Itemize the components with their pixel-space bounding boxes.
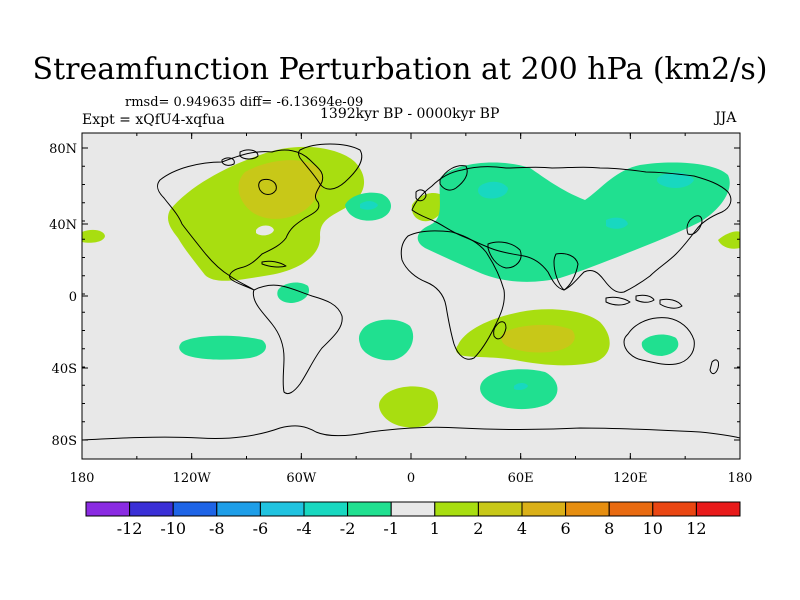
coastline-indonesia xyxy=(605,294,683,309)
colorbar-label: -10 xyxy=(160,519,186,538)
lat-tick-label: 80S xyxy=(52,434,77,449)
colorbar-swatch xyxy=(347,501,392,517)
colorbar-swatch xyxy=(521,501,567,517)
colorbar-label: 8 xyxy=(604,519,614,538)
lon-tick-label: 60W xyxy=(286,471,317,486)
colorbar-label: 6 xyxy=(561,519,571,538)
coastline-south-america xyxy=(252,284,343,395)
contour-positive-north-america-core xyxy=(238,160,323,219)
contour-negative-south-pacific xyxy=(179,335,266,360)
coastline-eurasia xyxy=(411,166,732,293)
coastline-north-america xyxy=(156,149,324,291)
contour-negative-tropical-atlantic xyxy=(277,282,310,303)
coastline-arabia xyxy=(487,241,522,269)
contour-negative-atlantic-core xyxy=(360,201,378,210)
contour-fields xyxy=(82,146,740,428)
lon-tick-label: 0 xyxy=(407,471,415,486)
coastline-antarctica xyxy=(82,425,740,441)
colorbar-swatch xyxy=(652,501,697,517)
experiment-label: Expt = xQfU4-xqfua xyxy=(82,112,225,128)
contour-negative-australia xyxy=(641,334,679,356)
colorbar-swatch xyxy=(477,501,523,517)
contour-negative-southern-ocean-core xyxy=(514,383,528,390)
colorbar-swatch xyxy=(85,501,131,517)
colorbar: -12 -10 -8 -6 -4 -2 -1 1 2 4 6 8 10 12 xyxy=(85,501,741,538)
colorbar-swatch xyxy=(303,501,349,517)
contour-negative-eurasia-core-2 xyxy=(656,172,694,188)
colorbar-swatch xyxy=(172,501,218,517)
colorbar-label: -4 xyxy=(296,519,312,538)
period-label: 1392kyr BP - 0000kyr BP xyxy=(320,106,500,122)
contour-zero-hole xyxy=(256,225,274,236)
colorbar-label: 4 xyxy=(517,519,527,538)
colorbar-swatch xyxy=(608,501,654,517)
lat-tick-label: 40N xyxy=(49,218,77,233)
coastline-australia xyxy=(623,317,695,365)
lon-tick-label: 180 xyxy=(728,471,753,486)
lat-axis: 80N 40N 0 40S 80S xyxy=(49,142,740,449)
colorbar-label: -2 xyxy=(340,519,356,538)
lon-axis: 180 120W 60W 0 60E 120E 180 xyxy=(70,133,753,486)
colorbar-label: -12 xyxy=(117,519,143,538)
colorbar-swatch xyxy=(695,501,741,517)
colorbar-swatch xyxy=(565,501,610,517)
colorbar-label: -6 xyxy=(253,519,269,538)
contour-negative-south-atlantic xyxy=(358,319,414,361)
colorbar-label: -1 xyxy=(383,519,399,538)
coastline-arctic-islands xyxy=(221,149,259,166)
colorbar-label: 2 xyxy=(473,519,483,538)
lat-tick-label: 40S xyxy=(52,362,77,377)
colorbar-label: -8 xyxy=(209,519,225,538)
lat-tick-label: 80N xyxy=(49,142,77,157)
contour-negative-eurasia-core-1 xyxy=(478,181,508,199)
chart-title: Streamfunction Perturbation at 200 hPa (… xyxy=(32,52,768,87)
coastline-new-zealand xyxy=(709,359,719,375)
lon-tick-label: 120W xyxy=(173,471,212,486)
coastline-japan xyxy=(686,215,703,235)
lon-tick-label: 120E xyxy=(613,471,647,486)
coastline-british-isles xyxy=(415,189,427,202)
lon-tick-label: 180 xyxy=(70,471,95,486)
contour-positive-indian-ocean-core xyxy=(501,324,575,353)
lat-tick-label: 0 xyxy=(69,290,77,305)
contour-negative-eurasia-core-3 xyxy=(606,217,628,229)
colorbar-label: 10 xyxy=(643,519,663,538)
colorbar-swatch xyxy=(259,501,305,517)
season-label: JJA xyxy=(715,110,737,126)
coastline-greenland xyxy=(298,143,363,190)
stats-label: rmsd= 0.949635 diff= -6.13694e-09 xyxy=(125,95,364,110)
coastline-india xyxy=(553,253,579,291)
coastlines xyxy=(82,143,740,441)
coastline-madagascar xyxy=(493,321,507,340)
colorbar-label: 1 xyxy=(430,519,440,538)
colorbar-swatch xyxy=(434,501,479,517)
contour-positive-east-edge xyxy=(718,231,740,249)
colorbar-label: 12 xyxy=(686,519,706,538)
colorbar-swatch xyxy=(129,501,174,517)
contour-positive-southern-ocean xyxy=(379,386,439,428)
coastline-hudson-bay xyxy=(258,179,277,195)
contour-positive-europe xyxy=(411,193,445,222)
coastline-scandinavia xyxy=(439,165,468,191)
colorbar-swatch xyxy=(216,501,261,517)
lon-tick-label: 60E xyxy=(508,471,534,486)
colorbar-swatch xyxy=(390,501,436,517)
contour-positive-west-edge xyxy=(82,229,105,243)
coastline-caribbean xyxy=(261,260,287,268)
coastline-africa xyxy=(400,230,505,360)
